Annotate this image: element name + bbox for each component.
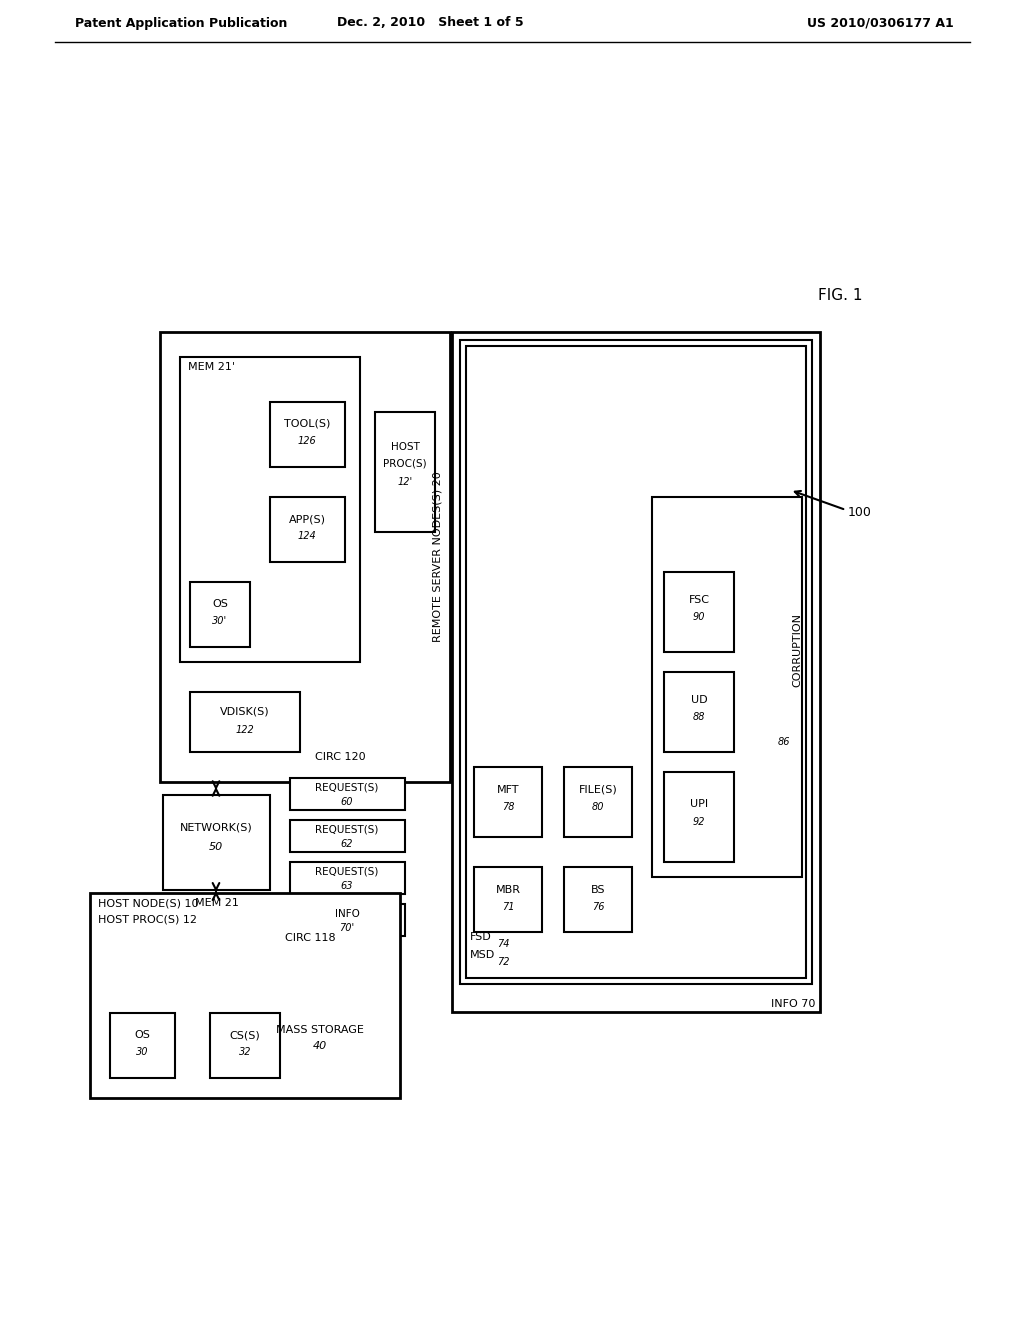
Text: 126: 126 [298,436,316,446]
Bar [564,767,632,837]
Text: PROC(S): PROC(S) [383,459,427,469]
Text: 72: 72 [497,957,510,968]
Text: CIRC 118: CIRC 118 [285,933,336,942]
Text: HOST NODE(S) 10: HOST NODE(S) 10 [98,898,199,908]
Text: MSD: MSD [470,950,496,960]
Bar [270,403,345,467]
Text: Patent Application Publication: Patent Application Publication [75,16,288,29]
Text: 30: 30 [136,1047,148,1057]
Text: Dec. 2, 2010   Sheet 1 of 5: Dec. 2, 2010 Sheet 1 of 5 [337,16,523,29]
Text: 74: 74 [497,939,510,949]
Text: MEM 21': MEM 21' [188,362,234,372]
Text: 63: 63 [341,880,353,891]
Text: REQUEST(S): REQUEST(S) [315,825,379,836]
Text: FSC: FSC [688,595,710,605]
Text: FILE(S): FILE(S) [579,785,617,795]
Text: 92: 92 [693,817,706,828]
Text: 50: 50 [209,842,223,851]
Bar [664,672,734,752]
Bar [90,894,400,1098]
Text: 86: 86 [778,737,791,747]
Text: HOST PROC(S) 12: HOST PROC(S) 12 [98,915,197,925]
Bar [290,820,406,851]
Text: 30': 30' [212,616,227,626]
Bar [190,692,300,752]
Bar [190,582,250,647]
Text: OS: OS [134,1030,150,1040]
Text: CS(S): CS(S) [229,1030,260,1040]
Text: MASS STORAGE: MASS STORAGE [276,1026,364,1035]
Text: OS: OS [212,599,228,609]
Bar [452,333,820,1012]
Text: 90: 90 [693,612,706,622]
Bar [110,1012,175,1078]
Text: 76: 76 [592,902,604,912]
Text: FSD: FSD [470,932,492,942]
Text: VDISK(S): VDISK(S) [220,708,269,717]
Text: BS: BS [591,884,605,895]
Bar [290,904,406,936]
Bar [474,767,542,837]
Text: 60: 60 [341,797,353,807]
Text: 88: 88 [693,711,706,722]
Bar [564,867,632,932]
Bar [375,412,435,532]
Text: FIG. 1: FIG. 1 [818,288,862,302]
Text: 62: 62 [341,840,353,849]
Text: REMOTE SERVER NODES(S) 20: REMOTE SERVER NODES(S) 20 [433,471,443,643]
Text: CIRC 120: CIRC 120 [314,752,366,762]
Bar [460,341,812,983]
Text: UPI: UPI [690,799,708,809]
Text: HOST: HOST [390,442,420,451]
Bar [474,867,542,932]
Bar [163,795,270,890]
Text: INFO 70: INFO 70 [771,999,815,1008]
Bar [210,1012,280,1078]
Text: 70': 70' [339,923,354,933]
Text: REQUEST(S): REQUEST(S) [315,783,379,793]
Text: US 2010/0306177 A1: US 2010/0306177 A1 [807,16,953,29]
Text: 40: 40 [313,1041,327,1051]
Text: APP(S): APP(S) [289,513,326,524]
Text: NETWORK(S): NETWORK(S) [179,822,252,833]
Text: 32: 32 [239,1047,251,1057]
Text: 78: 78 [502,803,514,812]
Bar [652,498,802,876]
Text: TOOL(S): TOOL(S) [284,418,330,429]
Bar [664,572,734,652]
Text: MBR: MBR [496,884,520,895]
Text: INFO: INFO [335,909,359,919]
Bar [466,346,806,978]
Text: 124: 124 [298,531,316,541]
Text: UD: UD [690,696,708,705]
Text: 100: 100 [848,506,871,519]
Bar [664,772,734,862]
Bar [290,862,406,894]
Text: MEM 21: MEM 21 [195,898,239,908]
Bar [290,777,406,810]
Bar [160,333,450,781]
Text: 80: 80 [592,803,604,812]
Text: MFT: MFT [497,785,519,795]
Text: REQUEST(S): REQUEST(S) [315,867,379,876]
Text: 71: 71 [502,902,514,912]
Text: 122: 122 [236,725,254,735]
Text: CORRUPTION: CORRUPTION [792,612,802,686]
Bar [270,498,345,562]
Text: 12': 12' [397,477,413,487]
Bar [180,356,360,663]
